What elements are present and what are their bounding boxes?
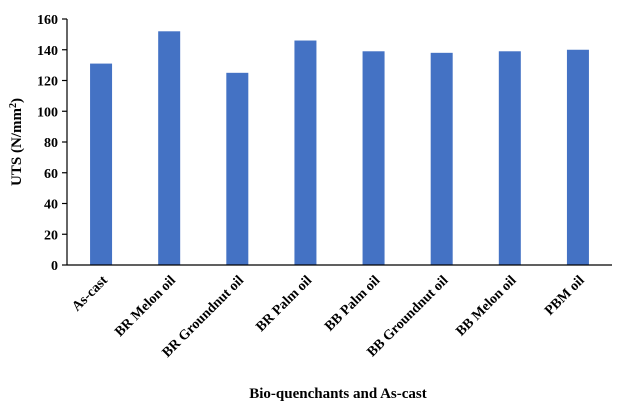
bar	[499, 51, 521, 265]
y-tick-label: 40	[44, 198, 58, 213]
bar	[363, 51, 385, 265]
y-tick-label: 20	[44, 228, 58, 243]
y-tick-label: 140	[37, 44, 58, 59]
y-tick-label: 0	[51, 259, 58, 274]
x-tick-label: BB Palm oil	[322, 273, 383, 334]
y-axis-ticks: 0 20 40 60 80 100 120 140 160	[37, 13, 67, 274]
bars	[90, 31, 589, 265]
x-tick-label: BB Melon oil	[453, 273, 519, 339]
y-tick-label: 100	[37, 105, 58, 120]
y-tick-label: 160	[37, 13, 58, 28]
y-tick-label: 60	[44, 167, 58, 182]
x-tick-label: BR Palm oil	[254, 273, 316, 335]
y-tick-label: 120	[37, 75, 58, 90]
bar	[90, 64, 112, 265]
x-axis-label: Bio-quenchants and As-cast	[249, 386, 427, 402]
x-tick-label: BR Melon oil	[112, 273, 179, 340]
y-tick-label: 80	[44, 136, 58, 151]
bar	[226, 73, 248, 265]
bar	[431, 53, 453, 265]
bar	[158, 31, 180, 265]
y-axis-label: UTS (N/mm2)	[8, 98, 26, 186]
bar	[294, 41, 316, 265]
x-tick-label: As-cast	[69, 273, 111, 315]
bar	[567, 50, 589, 265]
x-tick-label: PBM oil	[542, 273, 588, 319]
